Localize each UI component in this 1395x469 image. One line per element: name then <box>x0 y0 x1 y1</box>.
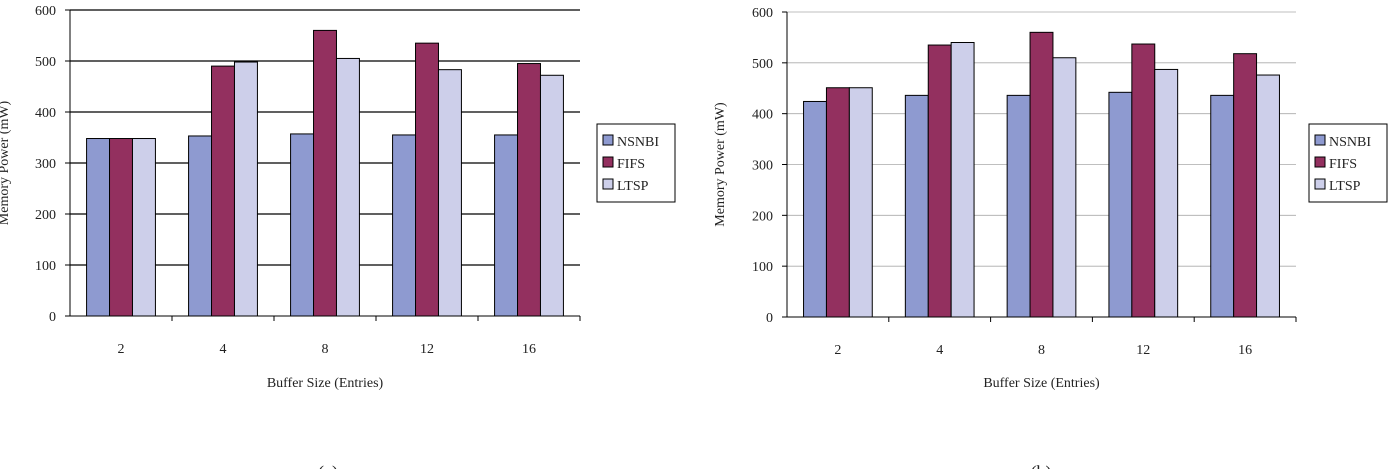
bar-nsnbi-12 <box>392 134 417 317</box>
x-tick-label: 12 <box>1136 343 1150 358</box>
y-tick-label: 300 <box>752 159 773 174</box>
y-axis-title: Memory Power (mW) <box>0 100 12 225</box>
x-tick-label: 8 <box>322 342 329 357</box>
y-tick-label: 100 <box>35 259 56 274</box>
y-tick-label: 0 <box>766 311 773 326</box>
y-axis-title: Memory Power (mW) <box>713 102 728 227</box>
x-tick-label: 16 <box>1238 343 1252 358</box>
x-tick-label: 2 <box>118 342 125 357</box>
chart-caption: (a) <box>318 462 338 469</box>
bar-fifs-12 <box>415 42 439 317</box>
bar-fifs-12 <box>1131 43 1156 318</box>
y-tick-label: 500 <box>752 57 773 72</box>
bar-fifs-16 <box>1233 53 1258 318</box>
bar-ltsp-4 <box>950 42 975 318</box>
bar-nsnbi-2 <box>803 100 827 318</box>
chart-a: 0 100 200 300 400 500 600 2 4 8 12 16 Buffer Size (E… <box>0 4 676 469</box>
y-tick-label: 200 <box>752 209 773 224</box>
x-tick-label: 4 <box>936 343 943 358</box>
legend-label-nsnbi: NSNBI <box>617 135 659 150</box>
x-axis-title: Buffer Size (Entries) <box>983 376 1100 391</box>
legend-swatch-nsnbi <box>1314 134 1326 146</box>
bar-nsnbi-16 <box>494 134 519 317</box>
y-tick-label: 400 <box>35 106 56 121</box>
legend-label-fifs: FIFS <box>617 157 645 172</box>
legend-swatch-fifs <box>1314 156 1326 168</box>
y-tick-label: 600 <box>35 4 56 19</box>
legend-label-ltsp: LTSP <box>617 179 649 194</box>
x-tick-label: 2 <box>834 343 841 358</box>
bar-ltsp-12 <box>437 69 462 317</box>
y-tick-label: 400 <box>752 108 773 123</box>
x-tick-label: 16 <box>522 342 536 357</box>
y-tick-label: 100 <box>752 260 773 275</box>
chart-caption: (b) <box>1031 462 1052 469</box>
x-axis-title: Buffer Size (Entries) <box>267 376 384 391</box>
bar-ltsp-4 <box>233 61 258 317</box>
bar-ltsp-16 <box>539 74 564 317</box>
y-tick-label: 0 <box>49 310 56 325</box>
legend: NSNBI FIFS LTSP <box>596 123 676 203</box>
legend-label-nsnbi: NSNBI <box>1329 135 1371 150</box>
bar-nsnbi-2 <box>86 138 111 317</box>
legend-label-fifs: FIFS <box>1329 157 1357 172</box>
bar-nsnbi-16 <box>1210 94 1235 318</box>
bar-nsnbi-8 <box>1006 94 1031 318</box>
y-tick-label: 600 <box>752 6 773 21</box>
y-tick-label: 200 <box>35 208 56 223</box>
y-tick-label: 300 <box>35 157 56 172</box>
legend-swatch-nsnbi <box>602 134 614 146</box>
bar-ltsp-8 <box>335 57 360 317</box>
bar-fifs-4 <box>927 44 952 318</box>
bar-nsnbi-12 <box>1108 91 1133 318</box>
legend-label-ltsp: LTSP <box>1329 179 1361 194</box>
bar-fifs-2 <box>109 138 133 317</box>
bar-fifs-8 <box>1029 31 1054 318</box>
x-tick-label: 8 <box>1038 343 1045 358</box>
bar-ltsp-2 <box>131 138 156 317</box>
bar-fifs-4 <box>211 65 235 317</box>
bar-ltsp-8 <box>1052 57 1077 318</box>
bar-fifs-16 <box>517 63 541 317</box>
legend-swatch-fifs <box>602 156 614 168</box>
bar-ltsp-16 <box>1256 74 1280 318</box>
legend-swatch-ltsp <box>602 178 614 190</box>
chart-b: 0 100 200 300 400 500 600 2 4 8 12 16 Buffer Size (E… <box>713 6 1388 469</box>
bar-nsnbi-4 <box>904 94 929 318</box>
bar-ltsp-2 <box>848 87 873 318</box>
bar-nsnbi-4 <box>188 135 213 317</box>
bar-ltsp-12 <box>1154 68 1179 318</box>
x-tick-label: 4 <box>220 342 227 357</box>
legend-swatch-ltsp <box>1314 178 1326 190</box>
x-tick-label: 12 <box>420 342 434 357</box>
legend: NSNBI FIFS LTSP <box>1308 123 1388 203</box>
bar-fifs-8 <box>313 29 337 317</box>
bar-nsnbi-8 <box>290 133 315 317</box>
y-tick-label: 500 <box>35 55 56 70</box>
bar-fifs-2 <box>825 87 850 318</box>
